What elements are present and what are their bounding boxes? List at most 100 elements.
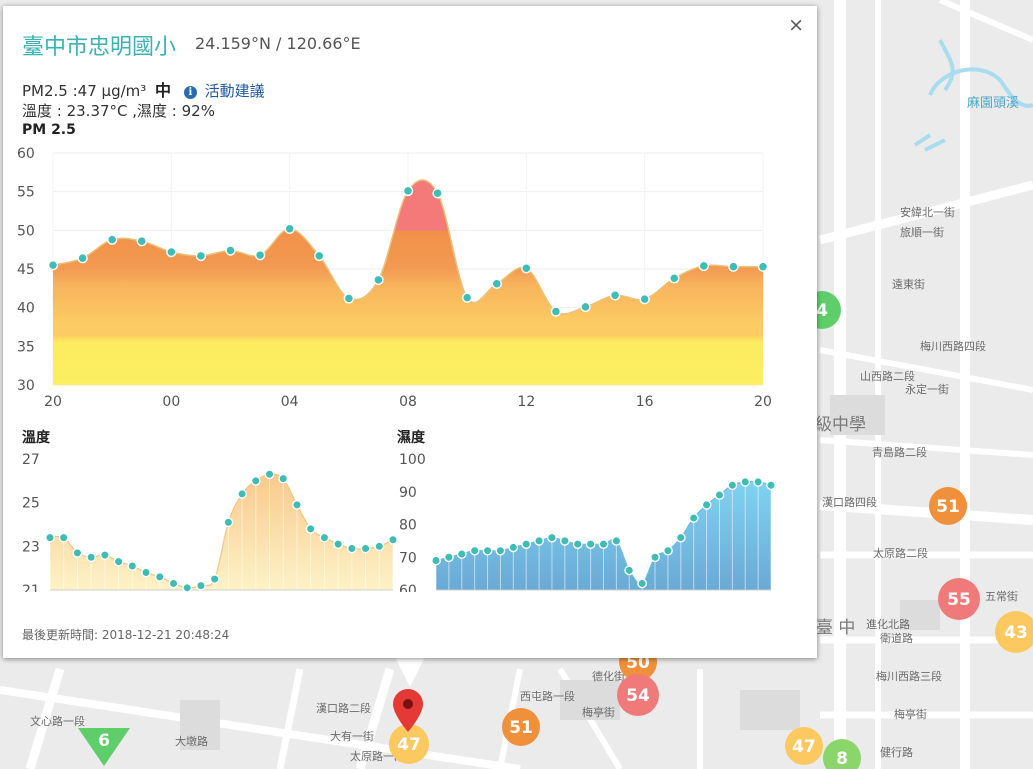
pm25-point[interactable] bbox=[314, 250, 325, 262]
temperature-point[interactable] bbox=[182, 582, 193, 592]
temperature-point[interactable] bbox=[305, 523, 316, 534]
pm25-point[interactable] bbox=[432, 187, 443, 199]
humidity-droplines bbox=[435, 481, 772, 590]
temperature-point[interactable] bbox=[333, 539, 344, 550]
humidity-point[interactable] bbox=[585, 539, 596, 550]
info-icon[interactable]: i bbox=[183, 86, 197, 99]
humidity-point[interactable] bbox=[663, 545, 673, 556]
pm25-point[interactable] bbox=[461, 292, 473, 303]
humidity-point[interactable] bbox=[766, 480, 776, 491]
temperature-point[interactable] bbox=[223, 517, 234, 528]
humidity-point[interactable] bbox=[701, 499, 712, 510]
location-pin-icon[interactable] bbox=[393, 689, 423, 732]
pm25-point[interactable] bbox=[698, 260, 710, 272]
humidity-point[interactable] bbox=[753, 477, 764, 487]
pm25-point[interactable] bbox=[669, 273, 680, 284]
humidity-point[interactable] bbox=[675, 532, 686, 543]
map-label-road: 遠東街 bbox=[892, 277, 925, 291]
map-marker[interactable]: 47 bbox=[785, 727, 823, 765]
humidity-point[interactable] bbox=[572, 539, 583, 550]
temperature-point[interactable] bbox=[388, 534, 398, 545]
pm25-point[interactable] bbox=[609, 290, 621, 301]
humidity-point[interactable] bbox=[431, 555, 441, 566]
humidity-point[interactable] bbox=[547, 532, 557, 543]
humidity-point[interactable] bbox=[624, 565, 635, 576]
temperature-point[interactable] bbox=[360, 543, 371, 554]
map-marker[interactable]: 55 bbox=[938, 578, 980, 620]
pm25-point[interactable] bbox=[757, 261, 769, 272]
map-marker[interactable]: 47 bbox=[389, 724, 429, 764]
pm25-point[interactable] bbox=[402, 185, 414, 197]
map-marker[interactable]: 8 bbox=[823, 739, 861, 769]
temperature-point[interactable] bbox=[346, 543, 357, 554]
temperature-point[interactable] bbox=[58, 532, 69, 543]
pm25-point[interactable] bbox=[77, 252, 88, 264]
humidity-point[interactable] bbox=[495, 545, 506, 556]
pm25-point[interactable] bbox=[195, 250, 207, 262]
pm25-point[interactable] bbox=[136, 235, 147, 247]
humidity-point[interactable] bbox=[727, 480, 738, 491]
map-marker[interactable]: 54 bbox=[617, 674, 659, 716]
humidity-point[interactable] bbox=[688, 513, 699, 523]
pm25-point[interactable] bbox=[373, 274, 384, 286]
humidity-point[interactable] bbox=[521, 539, 532, 550]
temperature-point[interactable] bbox=[99, 550, 110, 560]
humidity-point[interactable] bbox=[482, 545, 493, 556]
temperature-point[interactable] bbox=[278, 473, 289, 484]
humidity-point[interactable] bbox=[650, 552, 660, 563]
pm25-area bbox=[53, 179, 763, 385]
temperature-point[interactable] bbox=[319, 532, 330, 543]
humidity-point[interactable] bbox=[559, 535, 570, 546]
humidity-point[interactable] bbox=[637, 578, 648, 589]
humidity-point[interactable] bbox=[534, 535, 544, 546]
humidity-point[interactable] bbox=[456, 549, 467, 559]
temperature-point[interactable] bbox=[209, 574, 220, 584]
activity-advice-link[interactable]: 活動建議 bbox=[204, 82, 265, 100]
temperature-chart[interactable]: 21 23 25 27 bbox=[13, 442, 403, 592]
humidity-point[interactable] bbox=[611, 535, 622, 546]
temperature-point[interactable] bbox=[86, 552, 97, 563]
pm25-point[interactable] bbox=[47, 259, 59, 271]
map-marker-label: 51 bbox=[509, 718, 533, 738]
humidity-point[interactable] bbox=[508, 542, 519, 553]
map-marker[interactable]: 51 bbox=[929, 487, 967, 525]
temperature-point[interactable] bbox=[374, 541, 385, 552]
humidity-point[interactable] bbox=[714, 490, 725, 500]
temperature-point[interactable] bbox=[127, 561, 138, 571]
temperature-point[interactable] bbox=[264, 469, 275, 480]
map-marker[interactable]: 43 bbox=[995, 611, 1033, 653]
temperature-point[interactable] bbox=[196, 580, 206, 591]
temperature-point[interactable] bbox=[168, 578, 179, 589]
humidity-point[interactable] bbox=[469, 545, 480, 556]
pm25-point[interactable] bbox=[639, 293, 650, 305]
pm25-point[interactable] bbox=[343, 293, 355, 304]
pm25-point[interactable] bbox=[521, 262, 532, 274]
temperature-point[interactable] bbox=[237, 489, 247, 499]
pm25-chart[interactable]: 30 35 40 45 50 55 60 20 00 04 08 12 16 20 bbox=[13, 138, 793, 438]
pm25-point[interactable] bbox=[166, 246, 177, 258]
temperature-point[interactable] bbox=[113, 556, 124, 567]
temperature-point[interactable] bbox=[72, 547, 83, 558]
temperature-point[interactable] bbox=[141, 567, 151, 578]
temperature-point[interactable] bbox=[292, 499, 302, 510]
pm25-point[interactable] bbox=[728, 261, 739, 272]
humidity-point[interactable] bbox=[740, 477, 751, 487]
pm25-point[interactable] bbox=[106, 234, 118, 245]
temperature-point[interactable] bbox=[154, 571, 165, 582]
pm25-point[interactable] bbox=[254, 249, 266, 261]
humidity-chart[interactable]: 60 70 80 90 100 bbox=[383, 442, 783, 592]
humidity-point[interactable] bbox=[443, 552, 454, 563]
pm25-point[interactable] bbox=[580, 301, 591, 313]
map-marker[interactable]: 6 bbox=[78, 728, 130, 766]
pm25-point[interactable] bbox=[550, 306, 562, 317]
temperature-point[interactable] bbox=[45, 532, 55, 543]
map-river bbox=[913, 39, 1033, 152]
close-button[interactable]: × bbox=[788, 14, 804, 36]
humidity-point[interactable] bbox=[598, 539, 609, 550]
pm25-point[interactable] bbox=[284, 223, 295, 235]
pm25-point[interactable] bbox=[225, 245, 236, 256]
pm25-point[interactable] bbox=[491, 278, 502, 289]
temperature-point[interactable] bbox=[250, 475, 261, 486]
temperature-area bbox=[50, 474, 393, 590]
map-marker[interactable]: 51 bbox=[502, 708, 540, 746]
